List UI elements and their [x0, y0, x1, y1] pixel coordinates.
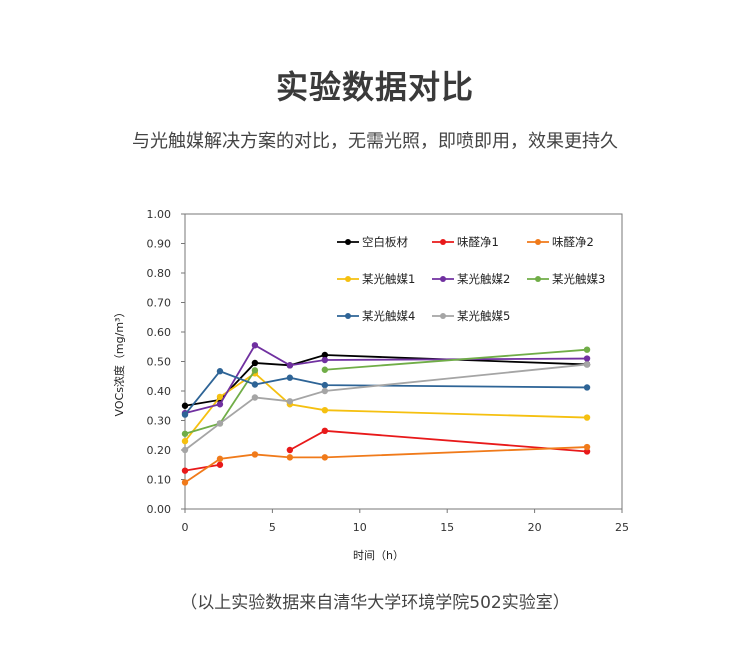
legend-marker	[345, 276, 351, 282]
series-line	[184, 354, 588, 407]
data-point	[251, 367, 259, 374]
data-point	[216, 461, 224, 468]
data-point	[321, 366, 329, 373]
data-point	[286, 362, 294, 369]
y-axis-label: VOCs浓度（mg/m³）	[112, 307, 126, 417]
data-point	[181, 479, 189, 486]
series-line	[184, 372, 588, 442]
data-point	[286, 446, 294, 454]
x-tick-label: 15	[440, 521, 454, 534]
data-point	[181, 467, 189, 474]
series-line	[184, 344, 588, 414]
y-tick-label: 0.20	[147, 444, 172, 457]
series-line	[184, 463, 221, 472]
data-point	[251, 359, 259, 367]
legend-marker	[440, 276, 446, 282]
legend-label: 味醛净2	[552, 235, 594, 249]
y-tick-label: 0.00	[147, 503, 172, 516]
y-tick-label: 0.80	[147, 267, 172, 280]
legend-label: 某光触媒2	[457, 272, 510, 286]
plot-area	[184, 213, 623, 510]
data-point	[216, 368, 224, 375]
data-point	[251, 342, 259, 349]
y-tick-label: 0.90	[147, 238, 172, 251]
page-subtitle: 与光触媒解决方案的对比，无需光照，即喷即用，效果更持久	[132, 131, 618, 152]
y-tick-label: 1.00	[147, 208, 172, 221]
data-point	[286, 398, 294, 405]
y-tick-label: 0.70	[147, 297, 172, 310]
data-point	[216, 401, 224, 408]
x-tick-label: 25	[615, 521, 629, 534]
data-point	[583, 414, 591, 421]
data-point	[181, 446, 189, 454]
data-point	[583, 361, 591, 368]
legend-marker	[440, 239, 446, 245]
legend-marker	[345, 239, 351, 245]
legend-label: 某光触媒1	[362, 272, 415, 286]
y-tick-label: 0.50	[147, 356, 172, 369]
data-point	[286, 454, 294, 461]
data-point	[181, 430, 189, 437]
x-tick-label: 0	[182, 521, 189, 534]
series-line	[184, 363, 588, 451]
y-tick-label: 0.60	[147, 326, 172, 339]
series-line	[184, 446, 588, 484]
x-tick-label: 5	[269, 521, 276, 534]
legend-label: 某光触媒4	[362, 309, 415, 323]
data-point	[321, 351, 329, 359]
series-line	[324, 348, 588, 371]
data-point	[321, 381, 329, 389]
legend-marker	[345, 313, 351, 319]
data-point	[181, 437, 189, 445]
x-tick-label: 20	[528, 521, 542, 534]
y-tick-label: 0.10	[147, 474, 172, 487]
y-tick-label: 0.40	[147, 385, 172, 398]
series-line	[184, 370, 588, 416]
data-point	[181, 411, 189, 418]
data-point	[583, 384, 591, 391]
data-point	[251, 451, 259, 458]
data-point	[583, 443, 591, 451]
data-point	[321, 387, 329, 395]
data-point	[321, 356, 329, 364]
legend-marker	[535, 239, 541, 245]
legend-marker	[440, 313, 446, 319]
legend-label: 某光触媒5	[457, 309, 510, 323]
data-point	[216, 420, 224, 427]
footnote: （以上实验数据来自清华大学环境学院502实验室）	[180, 593, 570, 613]
data-point	[216, 455, 224, 463]
legend-label: 某光触媒3	[552, 272, 605, 286]
legend-marker	[535, 276, 541, 282]
data-point	[583, 346, 591, 353]
data-point	[583, 355, 591, 362]
data-point	[251, 394, 259, 401]
data-point	[321, 454, 329, 461]
data-point	[216, 393, 224, 401]
legend-label: 空白板材	[362, 235, 408, 249]
y-tick-label: 0.30	[147, 415, 172, 428]
x-axis-label: 时间（h）	[353, 549, 404, 562]
page-title: 实验数据对比	[275, 68, 474, 106]
data-point	[321, 406, 329, 414]
legend-label: 味醛净1	[457, 235, 499, 249]
data-point	[583, 448, 591, 455]
data-point	[181, 402, 189, 409]
data-point	[251, 381, 259, 388]
x-tick-label: 10	[353, 521, 367, 534]
data-point	[321, 427, 329, 435]
data-point	[286, 374, 294, 381]
